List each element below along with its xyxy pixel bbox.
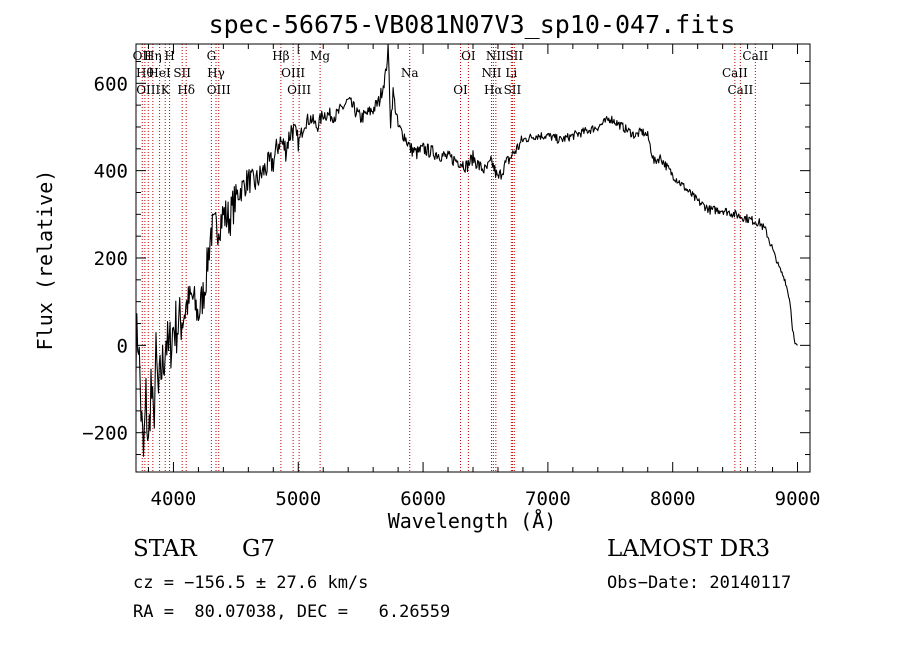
y-axis: −200 0 200 400 600: [82, 60, 810, 456]
line-label: Li: [505, 66, 517, 80]
line-label: CaII: [722, 66, 748, 80]
line-label: Na: [401, 66, 419, 80]
redshift-text: cz = −156.5 ± 27.6 km/s: [133, 573, 369, 593]
x-tick-label: 6000: [400, 488, 446, 510]
line-label: Hα: [484, 83, 503, 97]
line-label: Mg: [310, 49, 330, 63]
plot-frame: [135, 43, 811, 473]
line-label: Hδ: [177, 83, 195, 97]
y-tick-label: 0: [117, 335, 128, 357]
obs-date-text: Obs−Date: 20140117: [607, 573, 792, 593]
line-label: OIII: [287, 83, 311, 97]
x-tick-label: 9000: [775, 488, 821, 510]
line-label: CaII: [727, 83, 753, 97]
object-subclass: G7: [242, 536, 276, 562]
line-label: OIII: [281, 66, 305, 80]
line-label: H: [164, 49, 174, 63]
x-tick-label: 8000: [650, 488, 696, 510]
line-label: Hθ: [136, 66, 154, 80]
spectral-line-markers: [141, 44, 756, 472]
line-label: OII: [133, 49, 153, 63]
x-tick-label: 7000: [525, 488, 571, 510]
line-label: G: [207, 49, 217, 63]
spectral-line-labels: OII Hθ OIII Hη HeI K H SII Hδ G Hγ OIII Hβ OIII OIII Mg…: [133, 49, 769, 97]
line-label: CaII: [742, 49, 768, 63]
spectrum-series: [135, 43, 798, 457]
object-class: STAR: [133, 536, 197, 562]
line-label: HeI: [148, 66, 171, 80]
line-label: Hβ: [272, 49, 289, 63]
y-axis-label: Flux (relative): [33, 170, 57, 351]
x-axis: 4000 5000 6000 7000 8000 9000: [147, 44, 821, 510]
chart-title: spec-56675-VB081N07V3_sp10-047.fits: [209, 10, 736, 39]
x-tick-label: 5000: [275, 488, 321, 510]
line-label: SII: [173, 66, 191, 80]
line-label: SII: [504, 83, 522, 97]
line-label: OIII: [207, 83, 231, 97]
x-axis-label: Wavelength (Å): [388, 509, 557, 533]
coordinates-text: RA = 80.07038, DEC = 6.26559: [133, 602, 451, 622]
y-tick-label: 400: [94, 161, 128, 183]
line-label: OIII: [136, 83, 160, 97]
line-label: Hγ: [207, 66, 225, 80]
line-label: NII: [481, 66, 501, 80]
y-tick-label: −200: [82, 423, 128, 445]
line-label: OI: [453, 83, 468, 97]
y-tick-label: 600: [94, 73, 128, 95]
line-label: OI: [461, 49, 476, 63]
y-tick-label: 200: [94, 248, 128, 270]
line-label: Hη: [144, 49, 162, 63]
line-label: NII: [486, 49, 506, 63]
spectrum-line: [135, 43, 798, 457]
survey-label: LAMOST DR3: [607, 536, 771, 562]
line-label: K: [161, 83, 171, 97]
x-tick-label: 4000: [151, 488, 197, 510]
line-label: SII: [505, 49, 523, 63]
